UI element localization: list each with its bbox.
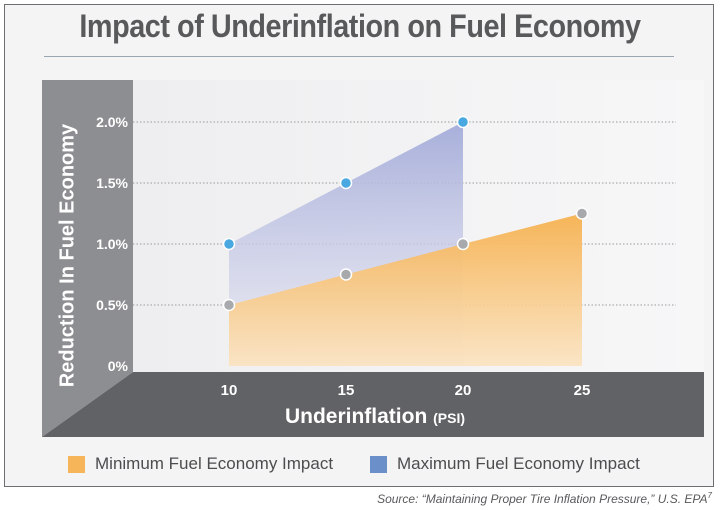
y-tick-label: 1.5% <box>96 175 128 191</box>
y-tick-label: 1.0% <box>96 236 128 252</box>
title-divider <box>44 56 674 57</box>
data-point-max <box>456 115 470 129</box>
data-point-min <box>456 237 470 251</box>
series-area-min <box>229 213 582 366</box>
x-tick-labels: 10 15 20 25 <box>221 382 591 399</box>
y-tick-labels: 0% 0.5% 1.0% 1.5% 2.0% <box>96 114 128 374</box>
x-tick-label: 25 <box>574 382 591 399</box>
data-point-max <box>339 176 353 190</box>
source-note: Source: “Maintaining Proper Tire Inflati… <box>377 491 712 506</box>
x-tick-label: 20 <box>455 382 472 399</box>
source-text: Source: “Maintaining Proper Tire Inflati… <box>377 492 708 506</box>
data-point-min <box>575 207 589 220</box>
legend: Minimum Fuel Economy Impact Maximum Fuel… <box>0 454 720 478</box>
legend-swatch-min <box>68 455 85 473</box>
legend-item-min: Minimum Fuel Economy Impact <box>68 454 333 474</box>
x-tick-label: 10 <box>221 382 238 399</box>
data-point-min <box>222 298 236 312</box>
x-axis-title: Underinflation (PSI) <box>120 405 630 429</box>
legend-swatch-max <box>370 455 387 473</box>
y-axis-panel <box>42 80 133 437</box>
y-axis-title: Reduction In Fuel Economy <box>56 123 79 388</box>
y-tick-label: 2.0% <box>96 114 128 130</box>
source-footnote: 7 <box>707 491 712 500</box>
x-axis-panel <box>42 372 704 437</box>
y-tick-label: 0% <box>108 358 129 374</box>
gridlines <box>133 121 676 306</box>
x-axis-title-text: Underinflation <box>284 405 428 428</box>
data-points <box>222 115 589 312</box>
x-tick-label: 15 <box>338 382 355 399</box>
x-axis-unit: (PSI) <box>433 410 466 426</box>
chart-title: Impact of Underinflation on Fuel Economy <box>79 8 641 44</box>
legend-item-max: Maximum Fuel Economy Impact <box>370 454 640 474</box>
legend-label-min: Minimum Fuel Economy Impact <box>95 454 334 473</box>
legend-label-max: Maximum Fuel Economy Impact <box>397 454 640 473</box>
y-tick-label: 0.5% <box>96 297 128 313</box>
data-point-max <box>222 237 236 251</box>
series-areas <box>229 122 582 366</box>
data-point-min <box>339 268 353 281</box>
